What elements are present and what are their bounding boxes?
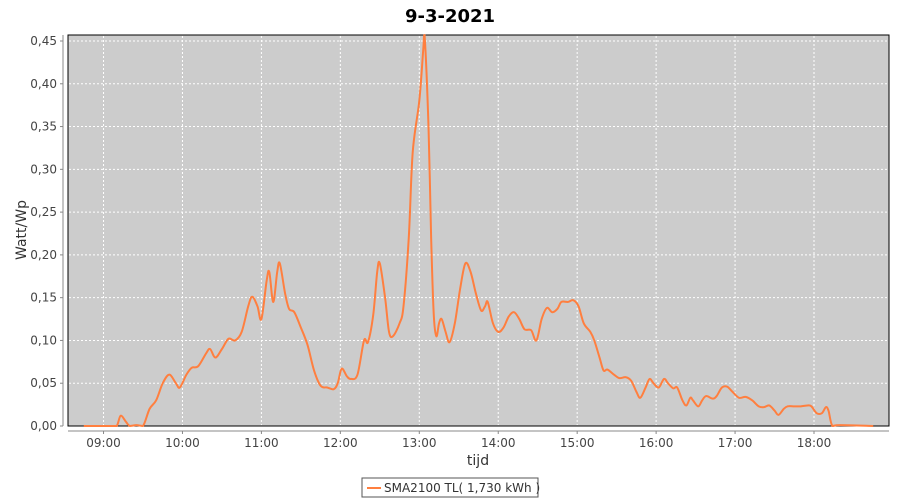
y-tick-label: 0,30 bbox=[30, 162, 57, 176]
y-tick-label: 0,20 bbox=[30, 248, 57, 262]
x-tick-label: 17:00 bbox=[718, 436, 753, 450]
x-tick-label: 15:00 bbox=[560, 436, 595, 450]
plot-area bbox=[67, 34, 890, 427]
chart-title: 9-3-2021 bbox=[405, 6, 495, 27]
y-axis-label: Watt/Wp bbox=[14, 200, 30, 260]
legend: SMA2100 TL( 1,730 kWh ) bbox=[361, 477, 540, 498]
legend-box bbox=[361, 477, 539, 498]
x-tick-label: 14:00 bbox=[481, 436, 516, 450]
y-tick-label: 0,40 bbox=[30, 77, 57, 91]
y-tick-label: 0,45 bbox=[30, 34, 57, 48]
x-tick-label: 10:00 bbox=[165, 436, 200, 450]
y-tick-label: 0,05 bbox=[30, 376, 57, 390]
x-tick-label: 12:00 bbox=[323, 436, 358, 450]
x-tick-label: 09:00 bbox=[86, 436, 121, 450]
y-axis: 0,00 0,05 0,10 0,15 0,20 0,25 0,30 0,35 0,40 0,45 bbox=[30, 34, 64, 433]
y-tick-label: 0,10 bbox=[30, 333, 57, 347]
x-tick-label: 18:00 bbox=[797, 436, 832, 450]
x-tick-label: 11:00 bbox=[244, 436, 279, 450]
x-axis-label: tijd bbox=[467, 453, 489, 469]
x-tick-label: 13:00 bbox=[402, 436, 437, 450]
y-tick-label: 0,00 bbox=[30, 419, 57, 433]
gridlines bbox=[69, 36, 888, 425]
legend-label: SMA2100 TL( 1,730 kWh ) bbox=[384, 481, 540, 495]
series-line bbox=[83, 34, 874, 427]
x-tick-label: 16:00 bbox=[639, 436, 674, 450]
x-axis: 09:00 10:00 11:00 12:00 13:00 14:00 15:00 16:00… bbox=[68, 430, 889, 450]
y-tick-label: 0,25 bbox=[30, 205, 57, 219]
y-tick-label: 0,35 bbox=[30, 120, 57, 134]
y-tick-label: 0,15 bbox=[30, 291, 57, 305]
